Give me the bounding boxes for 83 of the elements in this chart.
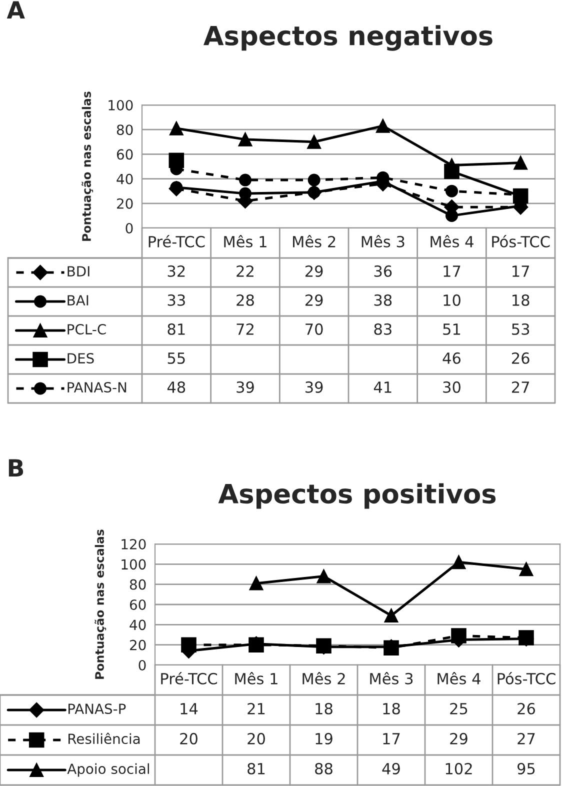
chart-title: Aspectos positivos: [218, 483, 496, 509]
data-label: 72: [236, 323, 254, 335]
data-label: 36: [374, 265, 392, 277]
data-label: 20: [248, 732, 265, 744]
data-label: 22: [236, 265, 254, 277]
y-tick-label: 0: [126, 222, 133, 234]
data-label: 20: [180, 732, 198, 744]
x-tick-label: Mês 2: [302, 672, 345, 684]
legend-label: BDI: [68, 266, 90, 276]
y-tick-label: 40: [116, 174, 133, 184]
chart-title: Aspectos negativos: [203, 25, 492, 51]
x-tick-label: Mês 1: [224, 234, 266, 248]
data-label: 102: [446, 762, 472, 774]
data-label: 88: [315, 762, 332, 774]
y-tick-label: 80: [130, 579, 146, 590]
data-label: 39: [236, 381, 254, 393]
y-tick-label: 120: [122, 538, 146, 550]
data-label: 95: [517, 762, 535, 774]
data-label: 83: [374, 323, 392, 335]
x-tick-label: Mês 3: [370, 672, 413, 684]
legend-label: PANAS-N: [68, 382, 126, 393]
data-label: 10: [444, 294, 460, 306]
data-label: 38: [374, 294, 392, 306]
data-label: 41: [374, 382, 392, 393]
data-label: 26: [512, 352, 530, 364]
y-tick-label: 60: [130, 599, 146, 610]
data-label: 14: [180, 703, 198, 714]
data-label: 17: [512, 266, 529, 277]
x-tick-label: Mês 4: [438, 672, 480, 684]
data-label: 18: [316, 702, 332, 714]
data-label: 55: [168, 352, 185, 364]
y-tick-label: 20: [117, 198, 133, 209]
data-label: 39: [306, 381, 323, 393]
y-tick-label: 80: [116, 124, 133, 136]
data-label: 18: [512, 294, 530, 306]
x-tick-label: Pós-TCC: [498, 672, 556, 684]
data-label: 46: [442, 352, 461, 364]
legend-label: Apoio social: [67, 763, 150, 777]
data-label: 17: [383, 733, 400, 744]
data-label: 26: [518, 702, 536, 714]
y-tick-label: 100: [122, 559, 146, 570]
data-label: 29: [450, 732, 468, 744]
x-tick-label: Pré-TCC: [161, 672, 218, 684]
data-label: 28: [236, 294, 254, 306]
data-label: 25: [450, 702, 468, 714]
legend-label: BAI: [68, 295, 88, 306]
data-label: 70: [306, 323, 323, 335]
data-label: 17: [444, 266, 460, 277]
x-tick-label: Mês 3: [362, 234, 404, 248]
text: B: [8, 459, 24, 477]
data-label: 49: [382, 762, 400, 774]
x-tick-label: Mês 4: [430, 234, 474, 248]
data-label: 29: [305, 265, 323, 277]
data-label: 81: [168, 323, 185, 335]
data-label: 51: [443, 324, 460, 335]
data-label: 30: [443, 381, 460, 393]
x-tick-label: Pós-TCC: [492, 234, 550, 248]
data-label: 53: [512, 323, 530, 335]
data-label: 18: [383, 702, 400, 714]
legend-label: DES: [68, 353, 94, 364]
x-tick-label: Mês 1: [235, 672, 278, 684]
x-tick-label: Pré-TCC: [148, 234, 205, 248]
legend-label: PCL-C: [68, 324, 106, 335]
data-label: 33: [168, 294, 185, 306]
y-tick-label: 60: [116, 149, 133, 160]
x-tick-label: Mês 2: [293, 234, 336, 248]
text: A: [6, 1, 25, 19]
y-tick-label: 100: [108, 100, 133, 110]
data-label: 19: [316, 732, 332, 744]
y-tick-label: 20: [130, 640, 146, 650]
y-tick-label: 40: [130, 620, 146, 630]
legend-label: PANAS-P: [68, 704, 126, 714]
y-tick-label: 0: [138, 660, 146, 670]
data-label: 48: [167, 381, 186, 393]
data-label: 27: [518, 732, 535, 744]
data-label: 32: [168, 265, 185, 277]
y-axis-title: Pontuação nas escalas: [94, 530, 106, 679]
data-label: 29: [305, 294, 323, 306]
data-label: 21: [248, 702, 265, 714]
y-axis-title: Pontuação nas escalas: [82, 92, 94, 241]
legend-label: Resiliência: [68, 732, 140, 744]
data-label: 27: [512, 381, 529, 393]
data-label: 81: [248, 762, 265, 774]
